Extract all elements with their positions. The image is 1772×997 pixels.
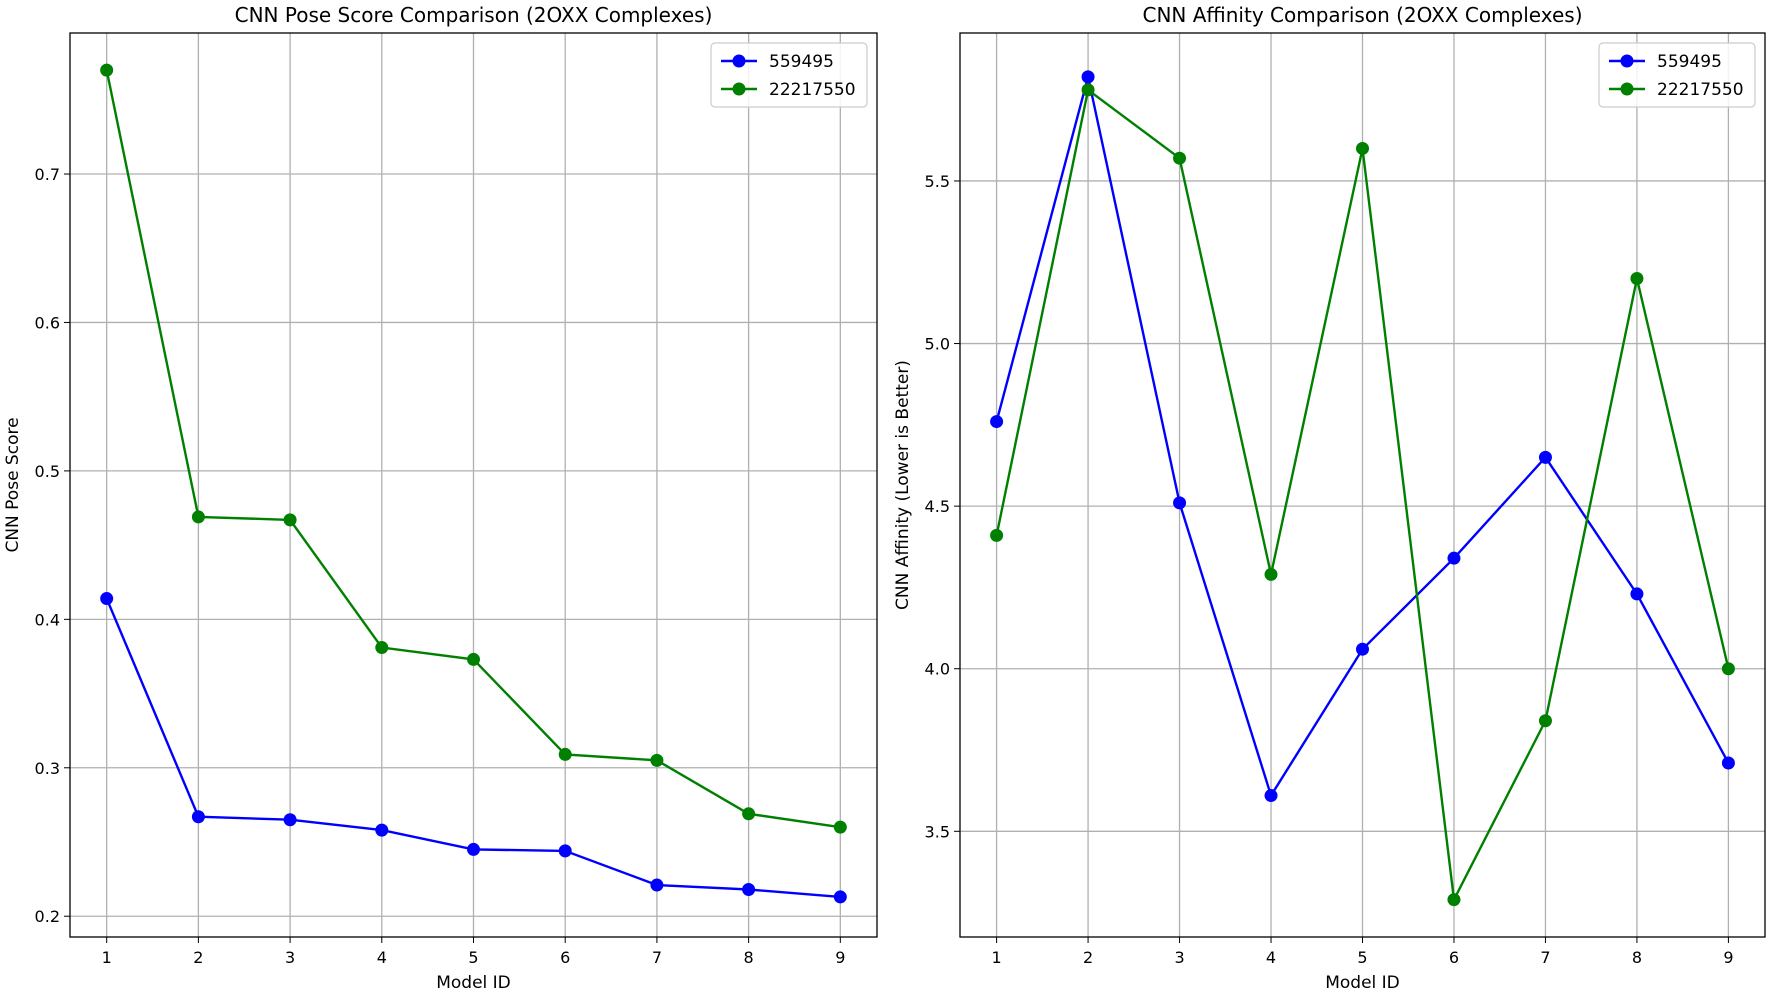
data-point bbox=[650, 753, 664, 767]
y-tick-label: 0.2 bbox=[35, 907, 60, 926]
ticks: 1 2 3 4 5 6 7 8 9 3.5 4.0 4.5 5.0 5.5 bbox=[925, 172, 1734, 967]
data-point bbox=[990, 528, 1004, 542]
data-point bbox=[1356, 642, 1369, 656]
data-point bbox=[100, 592, 114, 606]
data-point bbox=[990, 415, 1004, 429]
data-point bbox=[1538, 714, 1552, 728]
data-point bbox=[1447, 893, 1461, 907]
y-axis-label: CNN Pose Score bbox=[3, 417, 23, 552]
legend: 559495 22217550 bbox=[1598, 42, 1756, 108]
data-point bbox=[558, 844, 572, 858]
series-1 bbox=[100, 592, 847, 904]
data-point bbox=[558, 747, 572, 761]
data-point bbox=[467, 652, 480, 666]
data-point bbox=[1721, 662, 1735, 676]
data-point bbox=[1447, 551, 1461, 565]
subplot-1: 1 2 3 4 5 6 7 8 9 0.2 0.3 0.4 0.5 0.6 0.7 CNN Pose Scor… bbox=[3, 3, 878, 993]
data-point bbox=[375, 641, 389, 655]
x-tick-label: 5 bbox=[1357, 948, 1367, 967]
data-point bbox=[742, 882, 756, 896]
y-tick-label: 0.6 bbox=[35, 313, 60, 332]
data-point bbox=[742, 807, 756, 821]
legend: 559495 22217550 bbox=[710, 42, 868, 108]
data-point bbox=[100, 63, 114, 77]
y-tick-label: 4.5 bbox=[925, 497, 950, 516]
x-tick-label: 6 bbox=[1449, 948, 1459, 967]
legend-label: 559495 bbox=[769, 52, 834, 72]
data-point bbox=[283, 813, 297, 827]
x-tick-label: 8 bbox=[744, 948, 754, 967]
x-tick-label: 9 bbox=[1723, 948, 1733, 967]
legend-label: 559495 bbox=[1657, 52, 1722, 72]
subplot-2: 1 2 3 4 5 6 7 8 9 3.5 4.0 4.5 5.0 5.5 CNN Affinity Com… bbox=[893, 3, 1766, 993]
y-tick-label: 5.0 bbox=[925, 335, 950, 354]
data-point bbox=[833, 890, 847, 904]
ticks: 1 2 3 4 5 6 7 8 9 0.2 0.3 0.4 0.5 0.6 0.7 bbox=[35, 165, 846, 967]
grid bbox=[960, 33, 1765, 937]
data-point bbox=[833, 820, 847, 834]
data-point bbox=[1721, 756, 1735, 770]
x-tick-label: 1 bbox=[102, 948, 112, 967]
data-point bbox=[1081, 83, 1095, 97]
y-tick-label: 5.5 bbox=[925, 172, 950, 191]
x-tick-label: 2 bbox=[1083, 948, 1093, 967]
data-point bbox=[1356, 141, 1369, 155]
y-tick-label: 0.4 bbox=[35, 610, 60, 629]
y-tick-label: 3.5 bbox=[925, 822, 950, 841]
axes-frame bbox=[959, 32, 1766, 938]
data-point bbox=[283, 513, 297, 527]
chart-title: CNN Pose Score Comparison (2OXX Complexe… bbox=[235, 3, 713, 27]
legend-swatch-marker bbox=[1620, 54, 1634, 68]
legend-label: 22217550 bbox=[1657, 80, 1744, 100]
legend-box bbox=[710, 42, 868, 108]
series-2 bbox=[100, 63, 847, 834]
x-tick-label: 4 bbox=[1266, 948, 1276, 967]
x-tick-label: 9 bbox=[835, 948, 845, 967]
series-2 bbox=[990, 83, 1735, 907]
legend-box bbox=[1598, 42, 1756, 108]
x-tick-label: 3 bbox=[285, 948, 295, 967]
x-tick-label: 2 bbox=[193, 948, 203, 967]
legend-swatch-marker bbox=[732, 54, 746, 68]
x-tick-label: 8 bbox=[1632, 948, 1642, 967]
data-point bbox=[1538, 450, 1552, 464]
data-point bbox=[375, 823, 389, 837]
x-tick-label: 7 bbox=[1540, 948, 1550, 967]
axes-frame bbox=[69, 32, 878, 938]
legend-swatch-marker bbox=[732, 82, 746, 96]
chart-title: CNN Affinity Comparison (2OXX Complexes) bbox=[1142, 3, 1582, 27]
series-1 bbox=[990, 70, 1735, 803]
x-tick-label: 6 bbox=[560, 948, 570, 967]
legend-swatch-marker bbox=[1620, 82, 1634, 96]
data-point bbox=[191, 810, 205, 824]
y-tick-label: 4.0 bbox=[925, 660, 950, 679]
y-tick-label: 0.7 bbox=[35, 165, 60, 184]
data-point bbox=[1173, 151, 1187, 165]
x-axis-label: Model ID bbox=[1325, 973, 1400, 993]
data-point bbox=[1264, 567, 1278, 581]
data-point bbox=[1630, 272, 1644, 286]
y-tick-label: 0.3 bbox=[35, 759, 60, 778]
y-axis-label: CNN Affinity (Lower is Better) bbox=[893, 360, 913, 610]
legend-label: 22217550 bbox=[769, 80, 856, 100]
x-tick-label: 5 bbox=[468, 948, 478, 967]
data-point bbox=[1173, 496, 1187, 510]
grid bbox=[70, 33, 877, 937]
data-point bbox=[467, 842, 480, 856]
y-tick-label: 0.5 bbox=[35, 462, 60, 481]
x-tick-label: 7 bbox=[652, 948, 662, 967]
x-axis-label: Model ID bbox=[436, 973, 511, 993]
data-point bbox=[650, 878, 664, 892]
x-tick-label: 3 bbox=[1174, 948, 1184, 967]
data-point bbox=[1630, 587, 1644, 601]
data-point bbox=[1081, 70, 1095, 84]
data-point bbox=[191, 510, 205, 524]
x-tick-label: 1 bbox=[991, 948, 1001, 967]
x-tick-label: 4 bbox=[377, 948, 387, 967]
data-point bbox=[1264, 789, 1278, 803]
